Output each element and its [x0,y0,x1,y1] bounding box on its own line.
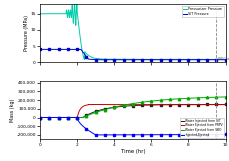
Pressurizer Pressure [187,58,190,60]
Water Ejected from SBO [187,97,189,99]
SIT Pressure [224,59,227,61]
Y-axis label: Pressure (MPa): Pressure (MPa) [24,15,29,51]
Water Ejected from PRPV [121,104,123,106]
Line: Injected-Ejected: Injected-Ejected [40,118,226,135]
Injected-Ejected [183,134,186,136]
Pressurizer Pressure [166,58,169,60]
Water Injected from SIT [224,104,227,105]
Water Ejected from PRPV [183,104,186,106]
Y-axis label: Mass (kg): Mass (kg) [10,98,15,122]
Water Injected from SIT [183,104,186,105]
SIT Pressure [58,48,60,50]
Injected-Ejected [224,133,227,135]
Text: RPV Failure: RPV Failure [218,57,229,61]
SIT Pressure [187,59,190,61]
X-axis label: Time (hr): Time (hr) [120,149,145,154]
SIT Pressure [121,59,123,61]
Water Injected from SIT [114,106,117,108]
Water Ejected from PRPV [166,104,169,106]
Water Injected from SIT [58,117,60,118]
Water Ejected from PRPV [224,104,227,106]
Water Ejected from PRPV [58,117,60,118]
SIT Pressure [183,59,186,61]
SIT Pressure [39,48,41,50]
Pressurizer Pressure [58,13,60,15]
Water Ejected from SBO [183,98,186,99]
Water Ejected from PRPV [114,104,117,106]
Water Ejected from SBO [39,117,41,118]
Water Injected from SIT [166,104,169,106]
Injected-Ejected [114,134,117,136]
Water Ejected from PRPV [187,104,190,106]
Pressurizer Pressure [76,0,78,2]
Injected-Ejected [58,117,60,118]
Legend: Pressurizer Pressure, SIT Pressure: Pressurizer Pressure, SIT Pressure [182,6,224,17]
Water Ejected from SBO [224,96,227,98]
Line: Water Ejected from SBO: Water Ejected from SBO [40,97,226,118]
SIT Pressure [94,59,97,61]
Line: Water Injected from SIT: Water Injected from SIT [40,104,226,118]
Water Injected from SIT [187,104,189,105]
Injected-Ejected [187,134,190,136]
Water Ejected from SBO [120,105,123,107]
Pressurizer Pressure [121,58,123,60]
Line: Pressurizer Pressure: Pressurizer Pressure [40,1,226,60]
Water Injected from SIT [120,105,123,107]
Water Ejected from SBO [114,106,117,108]
Water Ejected from PRPV [39,117,41,118]
Pressurizer Pressure [114,58,117,60]
Water Ejected from PRPV [87,104,90,105]
Pressurizer Pressure [83,59,86,61]
Pressurizer Pressure [184,58,186,60]
Injected-Ejected [121,134,123,136]
Line: Water Ejected from PRPV: Water Ejected from PRPV [40,104,226,118]
Pressurizer Pressure [224,58,227,60]
SIT Pressure [166,59,169,61]
Injected-Ejected [166,134,169,136]
SIT Pressure [114,59,117,61]
Water Ejected from SBO [58,117,60,118]
Pressurizer Pressure [39,13,41,15]
Water Injected from SIT [39,117,41,118]
Injected-Ejected [94,134,97,136]
Injected-Ejected [39,117,41,118]
Water Ejected from SBO [166,99,169,101]
Line: SIT Pressure: SIT Pressure [40,49,226,60]
Legend: Water Injected from SIT, Water Ejected from PRPV, Water Ejected from SBO, Inject: Water Injected from SIT, Water Ejected f… [180,118,224,138]
